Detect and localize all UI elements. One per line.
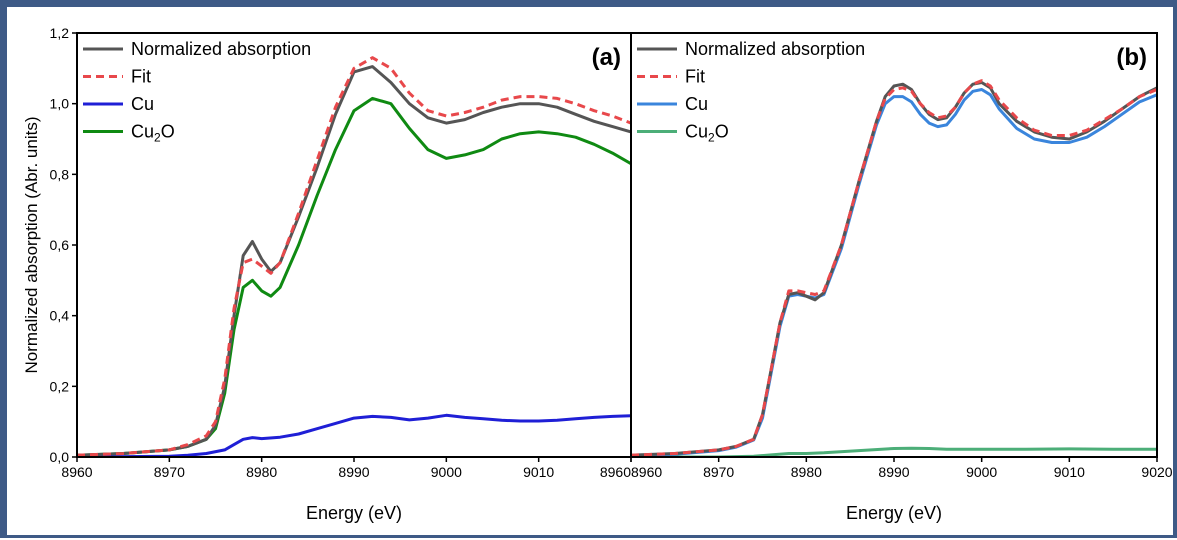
series-line-fit <box>77 56 631 457</box>
x-tick-label: 8970 <box>154 464 185 480</box>
legend-label: Cu2O <box>131 122 175 145</box>
y-tick-label: 0,4 <box>50 308 70 324</box>
y-tick-label: 0,6 <box>50 237 70 253</box>
series-line-fit <box>631 79 1157 457</box>
plot-area-b <box>631 79 1157 457</box>
y-tick-label: 1,2 <box>50 25 70 41</box>
series-line-cu <box>77 413 631 457</box>
x-tick-label: 8970 <box>703 464 734 480</box>
y-tick-label: 0,0 <box>50 449 70 465</box>
x-tick-label: 9000 <box>431 464 462 480</box>
series-line-normalized-absorption <box>77 65 631 457</box>
y-tick-label: 1,0 <box>50 96 70 112</box>
y-tick-label: 0,8 <box>50 166 70 182</box>
x-axis-label: Energy (eV) <box>846 503 942 523</box>
x-tick-label: 8980 <box>246 464 277 480</box>
legend-label: Cu <box>131 94 154 114</box>
x-tick-label: 9010 <box>1054 464 1085 480</box>
x-axis-label: Energy (eV) <box>306 503 402 523</box>
x-tick-label: 9020 <box>1141 464 1172 480</box>
legend-label: Cu <box>685 94 708 114</box>
x-tick-label: 8960 <box>61 464 92 480</box>
plot-area-a <box>77 56 631 457</box>
x-tick-label: 9010 <box>523 464 554 480</box>
y-axis-label: Normalized absorption (Abr. units) <box>22 116 41 373</box>
x-tick-label: 8980 <box>791 464 822 480</box>
legend-label: Cu2O <box>685 122 729 145</box>
legend-label: Fit <box>685 67 705 87</box>
x-tick-label: 8960 <box>600 464 631 480</box>
x-tick-label: 8990 <box>878 464 909 480</box>
y-tick-label: 0,2 <box>50 378 70 394</box>
legend-label: Normalized absorption <box>131 39 311 59</box>
xanes-figure: 8960 8970 8980 8990 9000 9010 89600,00,20,40,6… <box>22 25 1173 523</box>
axes-frame <box>76 32 632 458</box>
series-line-cu2o <box>631 446 1157 457</box>
legend-label: Fit <box>131 67 151 87</box>
x-tick-label: 8990 <box>338 464 369 480</box>
legend-label: Normalized absorption <box>685 39 865 59</box>
x-tick-label: 9000 <box>966 464 997 480</box>
panel-label: (b) <box>1116 44 1147 71</box>
x-tick-label: 8960 <box>631 464 662 480</box>
series-line-cu2o <box>77 96 631 457</box>
panel-label: (a) <box>592 44 621 71</box>
